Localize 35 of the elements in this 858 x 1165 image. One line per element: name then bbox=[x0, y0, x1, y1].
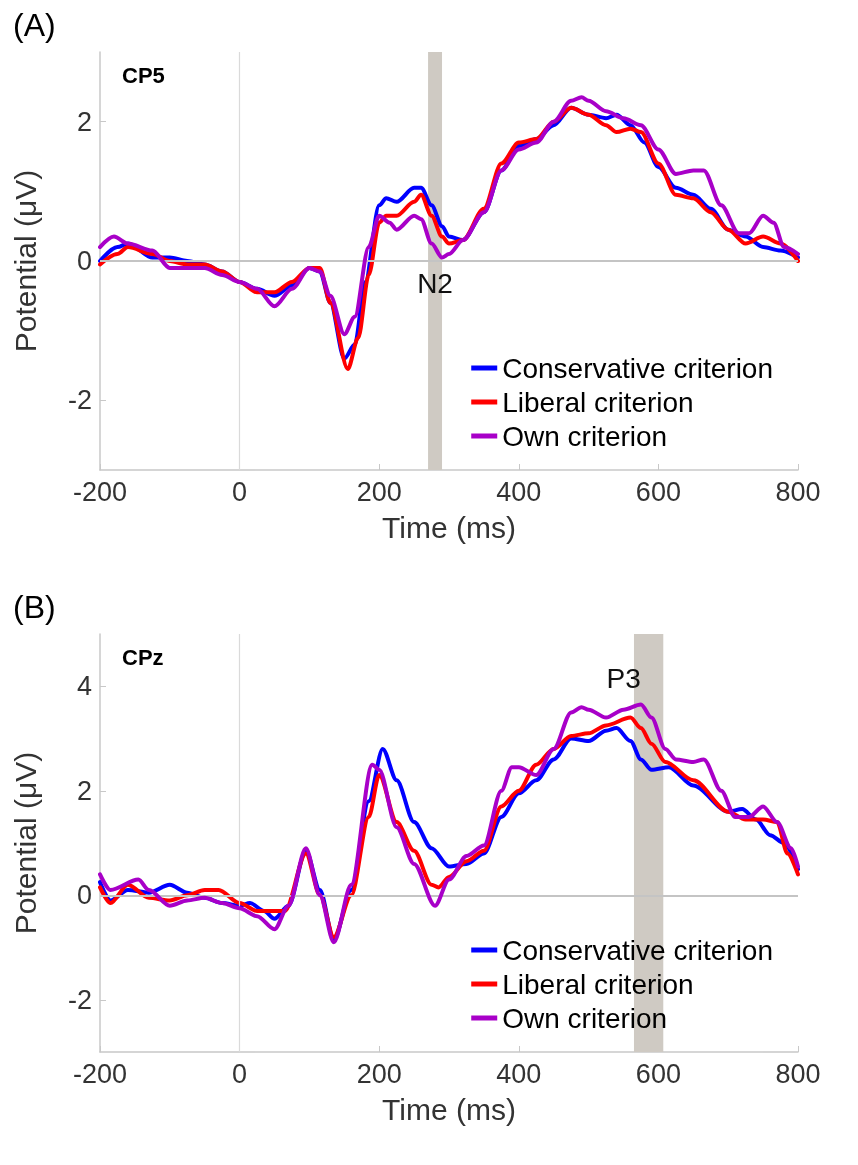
y-tick-label: 0 bbox=[76, 880, 92, 911]
y-tick-label: 4 bbox=[76, 671, 92, 702]
legend-label: Liberal criterion bbox=[502, 386, 694, 418]
x-tick-label: -200 bbox=[72, 476, 128, 507]
y-tick-label: 2 bbox=[76, 106, 92, 137]
annotation: CP5 bbox=[122, 62, 165, 88]
chart-title: (B) bbox=[13, 589, 56, 625]
legend-label: Liberal criterion bbox=[502, 968, 694, 1000]
x-axis-title: Time (ms) bbox=[382, 510, 516, 544]
chart-title: (A) bbox=[13, 7, 56, 43]
x-tick-label: -200 bbox=[72, 1058, 128, 1089]
x-tick-label: 200 bbox=[356, 476, 402, 507]
y-tick-label: -2 bbox=[67, 984, 92, 1015]
annotation: N2 bbox=[417, 268, 453, 300]
y-tick-label: 2 bbox=[76, 775, 92, 806]
x-tick-label: 0 bbox=[232, 1058, 248, 1089]
y-tick-label: 0 bbox=[76, 246, 92, 276]
x-tick-label: 800 bbox=[775, 476, 821, 507]
x-tick-label: 200 bbox=[356, 1058, 402, 1089]
legend-label: Own criterion bbox=[502, 420, 668, 452]
annotation: P3 bbox=[606, 663, 641, 695]
annotation: CPz bbox=[122, 644, 164, 670]
x-tick-label: 400 bbox=[496, 476, 542, 507]
y-tick-label: -2 bbox=[67, 385, 92, 416]
y-axis-title: Potential (μV) bbox=[8, 751, 42, 935]
y-axis-title: Potential (μV) bbox=[8, 169, 42, 353]
legend-label: Conservative criterion bbox=[502, 934, 774, 966]
x-tick-label: 800 bbox=[775, 1058, 821, 1089]
legend-label: Conservative criterion bbox=[502, 352, 774, 384]
x-tick-label: 400 bbox=[496, 1058, 542, 1089]
x-tick-label: 600 bbox=[635, 476, 681, 507]
x-axis-title: Time (ms) bbox=[382, 1092, 516, 1126]
x-tick-label: 0 bbox=[232, 476, 248, 507]
x-tick-label: 600 bbox=[635, 1058, 681, 1089]
legend-label: Own criterion bbox=[502, 1002, 668, 1034]
